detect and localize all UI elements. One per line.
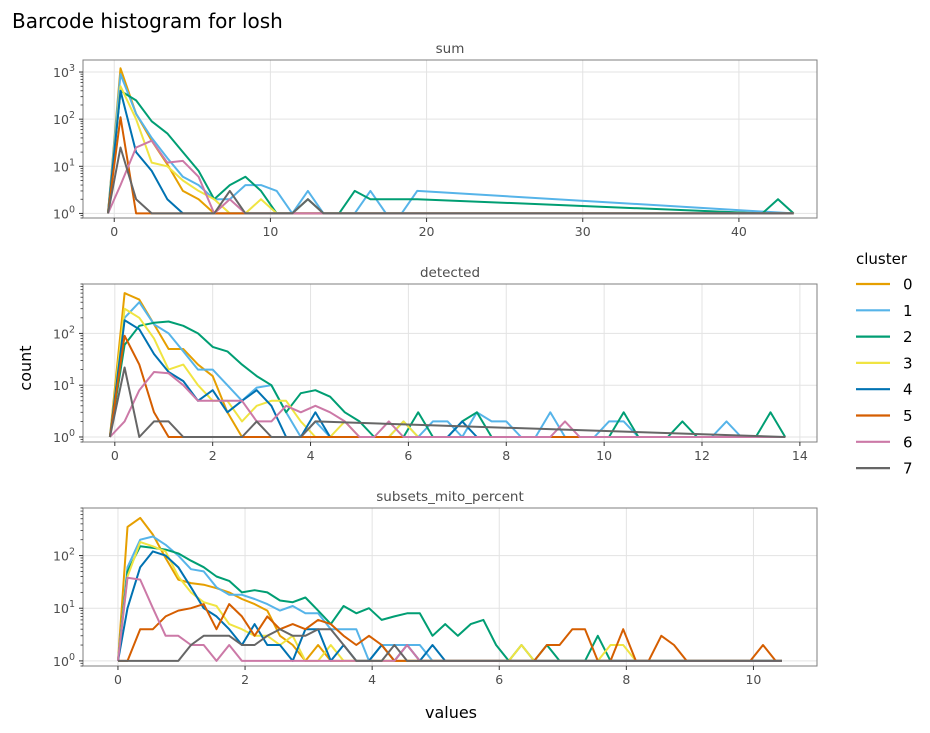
x-tick-label: 14 (792, 448, 808, 463)
series-line-cluster-3 (117, 541, 782, 662)
y-tick-label: 100 (53, 428, 75, 445)
series-line-cluster-2 (117, 545, 782, 662)
facet-panel: subsets_mito_percent 100 101 102 0 2 4 6 8 10 (53, 489, 818, 687)
series-line-cluster-3 (108, 307, 786, 438)
y-tick-label: 101 (53, 376, 75, 393)
legend-label-cluster-1: 1 (903, 302, 913, 320)
x-tick-label: 4 (307, 448, 315, 463)
facet-panel: sum 100 101 102 103 0 10 20 30 40 (53, 41, 818, 239)
legend-label-cluster-6: 6 (903, 433, 913, 451)
series-line-cluster-7 (107, 146, 794, 215)
x-tick-label: 6 (495, 672, 503, 687)
series-group (117, 516, 782, 662)
x-tick-label: 4 (368, 672, 376, 687)
series-line-cluster-7 (108, 366, 786, 438)
series-line-cluster-1 (107, 73, 794, 215)
facet-title: subsets_mito_percent (376, 489, 524, 505)
series-line-cluster-5 (118, 603, 782, 662)
y-tick-label: 100 (53, 204, 75, 221)
legend-label-cluster-2: 2 (903, 328, 913, 346)
legend: cluster 0 1 2 3 4 5 6 7 (856, 250, 913, 478)
facet-panel: detected 100 101 102 0 2 4 6 8 10 12 14 (53, 265, 818, 463)
y-tick-label: 103 (53, 63, 75, 80)
y-tick-label: 102 (53, 110, 75, 127)
facet-title: sum (436, 41, 465, 57)
x-tick-label: 0 (110, 224, 118, 239)
x-tick-label: 30 (575, 224, 591, 239)
x-tick-label: 8 (622, 672, 630, 687)
series-line-cluster-5 (107, 116, 794, 215)
x-tick-label: 2 (209, 448, 217, 463)
series-line-cluster-4 (108, 319, 786, 438)
y-tick-label: 100 (53, 652, 75, 669)
legend-label-cluster-0: 0 (903, 276, 913, 294)
series-group (107, 67, 795, 215)
y-tick-label: 102 (53, 324, 75, 341)
x-tick-label: 20 (419, 224, 435, 239)
y-axis-label: count (16, 345, 35, 390)
panel-border (82, 59, 818, 219)
x-tick-label: 8 (502, 448, 510, 463)
legend-label-cluster-7: 7 (903, 460, 913, 478)
legend-label-cluster-5: 5 (903, 407, 913, 425)
x-tick-label: 0 (114, 672, 122, 687)
series-line-cluster-2 (107, 89, 795, 215)
x-tick-label: 10 (262, 224, 278, 239)
legend-label-cluster-3: 3 (903, 354, 913, 372)
y-tick-label: 101 (53, 599, 75, 616)
legend-title: cluster (856, 250, 908, 268)
series-line-cluster-6 (109, 371, 786, 438)
series-line-cluster-0 (117, 516, 782, 662)
series-group (108, 292, 787, 438)
series-line-cluster-6 (107, 139, 794, 215)
x-tick-label: 40 (731, 224, 747, 239)
x-tick-label: 10 (596, 448, 612, 463)
facet-title: detected (420, 265, 480, 281)
series-line-cluster-2 (108, 320, 787, 438)
y-tick-label: 102 (53, 547, 75, 564)
x-tick-label: 12 (694, 448, 710, 463)
series-line-cluster-1 (108, 301, 786, 438)
figure-title: Barcode histogram for losh (12, 9, 283, 33)
series-line-cluster-6 (117, 576, 782, 662)
series-line-cluster-0 (108, 292, 786, 438)
x-tick-label: 2 (241, 672, 249, 687)
x-tick-label: 6 (404, 448, 412, 463)
panel-border (82, 283, 818, 443)
y-tick-label: 101 (53, 157, 75, 174)
series-line-cluster-7 (118, 628, 782, 662)
legend-label-cluster-4: 4 (903, 381, 913, 399)
series-line-cluster-3 (107, 85, 794, 215)
x-tick-label: 0 (111, 448, 119, 463)
panel-border (82, 507, 818, 667)
x-tick-label: 10 (745, 672, 761, 687)
x-axis-label: values (425, 703, 477, 722)
